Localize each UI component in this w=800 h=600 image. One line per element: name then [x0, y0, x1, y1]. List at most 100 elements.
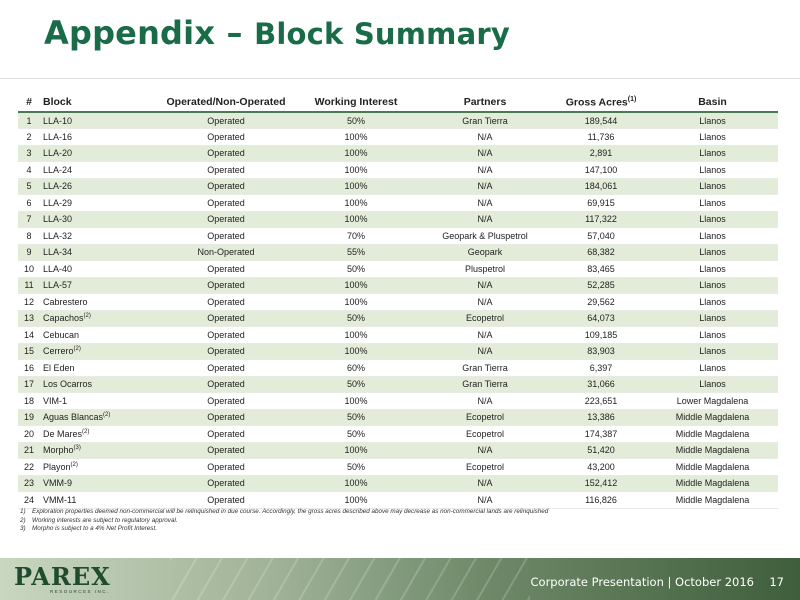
row-num: 17	[18, 376, 40, 393]
footnotes: 1) Exploration properties deemed non-comm…	[20, 508, 780, 534]
row-gross-acres: 147,100	[555, 161, 647, 179]
block-name: LLA-20	[43, 148, 73, 159]
block-name: LLA-24	[43, 164, 73, 175]
header-working-interest: Working Interest	[297, 93, 415, 113]
row-operated: Operated	[155, 194, 297, 212]
row-gross-acres: 83,903	[555, 343, 647, 360]
row-gross-acres: 83,465	[555, 260, 647, 278]
row-working-interest: 50%	[297, 458, 415, 476]
row-basin: Llanos	[647, 227, 778, 245]
table-row: 16 El Eden Operated 60% Gran Tierra 6,397 Llan…	[18, 359, 778, 377]
page-number: 17	[769, 575, 784, 589]
header-operated: Operated/Non-Operated	[155, 93, 297, 113]
row-partners: Gran Tierra	[415, 112, 555, 129]
page-title: Appendix – Block Summary	[44, 14, 510, 52]
row-basin: Llanos	[647, 112, 778, 129]
row-working-interest: 50%	[297, 376, 415, 393]
row-working-interest: 50%	[297, 112, 415, 129]
row-basin: Llanos	[647, 244, 778, 261]
row-num: 12	[18, 293, 40, 311]
row-operated: Operated	[155, 227, 297, 245]
row-operated: Operated	[155, 326, 297, 344]
row-block: LLA-32	[40, 227, 155, 245]
row-num: 23	[18, 475, 40, 492]
row-working-interest: 100%	[297, 392, 415, 410]
block-name: LLA-32	[43, 230, 73, 241]
row-num: 18	[18, 392, 40, 410]
block-name: VMM-9	[43, 478, 72, 489]
row-basin: Llanos	[647, 178, 778, 195]
block-name: El Eden	[43, 362, 75, 373]
header-block: Block	[40, 93, 155, 113]
table-row: 10 LLA-40 Operated 50% Pluspetrol 83,465 Llano…	[18, 260, 778, 278]
table-row: 1 LLA-10 Operated 50% Gran Tierra 189,544 Llan…	[18, 112, 778, 129]
row-working-interest: 50%	[297, 310, 415, 327]
row-block: Aguas Blancas(2)	[40, 409, 155, 426]
row-operated: Operated	[155, 359, 297, 377]
table-row: 20 De Mares(2) Operated 50% Ecopetrol 174,387…	[18, 425, 778, 443]
footer-caption: Corporate Presentation | October 2016	[530, 575, 755, 589]
table-row: 15 Cerrero(2) Operated 100% N/A 83,903 Llanos	[18, 343, 778, 360]
row-gross-acres: 68,382	[555, 244, 647, 261]
block-note: (2)	[103, 412, 111, 419]
row-block: LLA-26	[40, 178, 155, 195]
row-num: 8	[18, 227, 40, 245]
block-name: Cabrestero	[43, 296, 88, 307]
row-num: 10	[18, 260, 40, 278]
block-name: LLA-29	[43, 197, 73, 208]
row-partners: Gran Tierra	[415, 359, 555, 377]
row-gross-acres: 52,285	[555, 277, 647, 294]
row-partners: N/A	[415, 475, 555, 492]
block-name: Playon	[43, 461, 71, 472]
row-block: De Mares(2)	[40, 425, 155, 443]
header-num: #	[18, 93, 40, 113]
row-block: VIM-1	[40, 392, 155, 410]
row-basin: Middle Magdalena	[647, 409, 778, 426]
header-partners: Partners	[415, 93, 555, 113]
row-gross-acres: 223,651	[555, 392, 647, 410]
row-num: 1	[18, 112, 40, 129]
row-partners: Ecopetrol	[415, 425, 555, 443]
row-operated: Operated	[155, 409, 297, 426]
block-name: Morpho	[43, 445, 74, 456]
title-sub: Block Summary	[254, 17, 510, 51]
block-name: Cebucan	[43, 329, 80, 340]
block-name: LLA-34	[43, 247, 73, 258]
row-working-interest: 100%	[297, 491, 415, 509]
row-basin: Llanos	[647, 310, 778, 327]
title-dash: –	[215, 14, 255, 52]
row-block: LLA-29	[40, 194, 155, 212]
row-partners: N/A	[415, 277, 555, 294]
row-basin: Llanos	[647, 260, 778, 278]
row-partners: N/A	[415, 491, 555, 509]
row-partners: N/A	[415, 293, 555, 311]
block-note: (2)	[83, 313, 91, 320]
block-name: LLA-26	[43, 181, 73, 192]
row-operated: Operated	[155, 343, 297, 360]
row-operated: Operated	[155, 112, 297, 129]
table-row: 8 LLA-32 Operated 70% Geopark & Pluspetrol 57…	[18, 227, 778, 245]
block-note: (2)	[70, 461, 78, 468]
row-operated: Operated	[155, 376, 297, 393]
row-block: Morpho(3)	[40, 442, 155, 459]
row-partners: N/A	[415, 194, 555, 212]
table-row: 17 Los Ocarros Operated 50% Gran Tierra 31,06…	[18, 376, 778, 393]
row-num: 7	[18, 211, 40, 228]
row-partners: N/A	[415, 178, 555, 195]
row-operated: Operated	[155, 392, 297, 410]
row-gross-acres: 189,544	[555, 112, 647, 129]
row-block: LLA-40	[40, 260, 155, 278]
block-note: (2)	[82, 428, 90, 435]
header-basin: Basin	[647, 93, 778, 113]
table-row: 7 LLA-30 Operated 100% N/A 117,322 Llanos	[18, 211, 778, 228]
row-basin: Llanos	[647, 161, 778, 179]
row-num: 5	[18, 178, 40, 195]
row-num: 14	[18, 326, 40, 344]
row-working-interest: 100%	[297, 293, 415, 311]
table-row: 21 Morpho(3) Operated 100% N/A 51,420 Middle M…	[18, 442, 778, 459]
row-basin: Llanos	[647, 376, 778, 393]
row-operated: Operated	[155, 442, 297, 459]
row-working-interest: 100%	[297, 211, 415, 228]
row-block: LLA-24	[40, 161, 155, 179]
block-name: LLA-57	[43, 280, 73, 291]
